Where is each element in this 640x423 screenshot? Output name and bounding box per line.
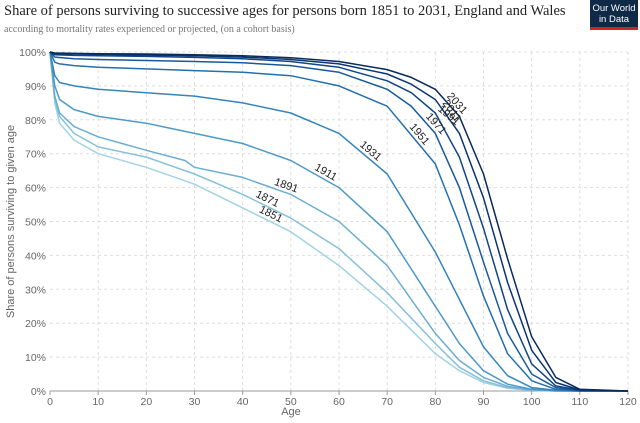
y-tick-label: 30% bbox=[25, 284, 46, 296]
x-tick-label: 60 bbox=[333, 396, 345, 408]
y-tick-label: 40% bbox=[25, 250, 46, 262]
chart-subtitle: according to mortality rates experienced… bbox=[4, 24, 295, 35]
y-tick-label: 50% bbox=[25, 217, 46, 229]
y-axis-ticks: 0% 10% 20% 30% 40% 50% 60% 70% 80% 90% 100% bbox=[19, 47, 46, 398]
x-tick-label: 10 bbox=[92, 396, 104, 408]
x-tick-label: 20 bbox=[140, 396, 152, 408]
series-line-1911[interactable] bbox=[49, 51, 628, 392]
x-tick-label: 100 bbox=[523, 396, 541, 408]
x-tick-label: 50 bbox=[285, 396, 297, 408]
series-line-1991[interactable] bbox=[49, 51, 629, 392]
y-tick-label: 10% bbox=[25, 352, 46, 364]
y-tick-label: 100% bbox=[19, 47, 46, 59]
x-tick-label: 30 bbox=[189, 396, 201, 408]
series-lines bbox=[49, 51, 629, 392]
series-line-2031[interactable] bbox=[49, 51, 629, 392]
owid-logo[interactable]: Our World in Data bbox=[590, 0, 638, 30]
logo-line-1: Our World bbox=[592, 3, 636, 14]
chart-title: Share of persons surviving to successive… bbox=[4, 3, 566, 19]
x-axis-ticks: 0 10 20 30 40 50 60 70 80 90 100 110 120 bbox=[47, 391, 637, 408]
y-tick-label: 70% bbox=[25, 149, 46, 161]
x-tick-label: 110 bbox=[571, 396, 588, 408]
series-line-1971[interactable] bbox=[49, 51, 629, 392]
y-tick-label: 90% bbox=[25, 81, 46, 93]
y-tick-label: 0% bbox=[31, 386, 46, 398]
x-tick-label: 80 bbox=[429, 396, 441, 408]
x-tick-label: 40 bbox=[237, 396, 249, 408]
logo-line-2: in Data bbox=[598, 14, 630, 25]
x-tick-label: 120 bbox=[619, 396, 637, 408]
x-axis-label: Age bbox=[281, 406, 301, 418]
x-tick-label: 70 bbox=[381, 396, 393, 408]
series-line-1891[interactable] bbox=[49, 51, 628, 392]
series-line-1931[interactable] bbox=[49, 51, 628, 392]
y-axis-label: Share of persons surviving to given age bbox=[5, 125, 17, 318]
y-tick-label: 20% bbox=[25, 318, 46, 330]
y-tick-label: 80% bbox=[25, 115, 46, 127]
y-tick-label: 60% bbox=[25, 183, 46, 195]
series-line-1951[interactable] bbox=[49, 51, 628, 392]
x-tick-label: 90 bbox=[478, 396, 490, 408]
x-tick-label: 0 bbox=[47, 396, 53, 408]
